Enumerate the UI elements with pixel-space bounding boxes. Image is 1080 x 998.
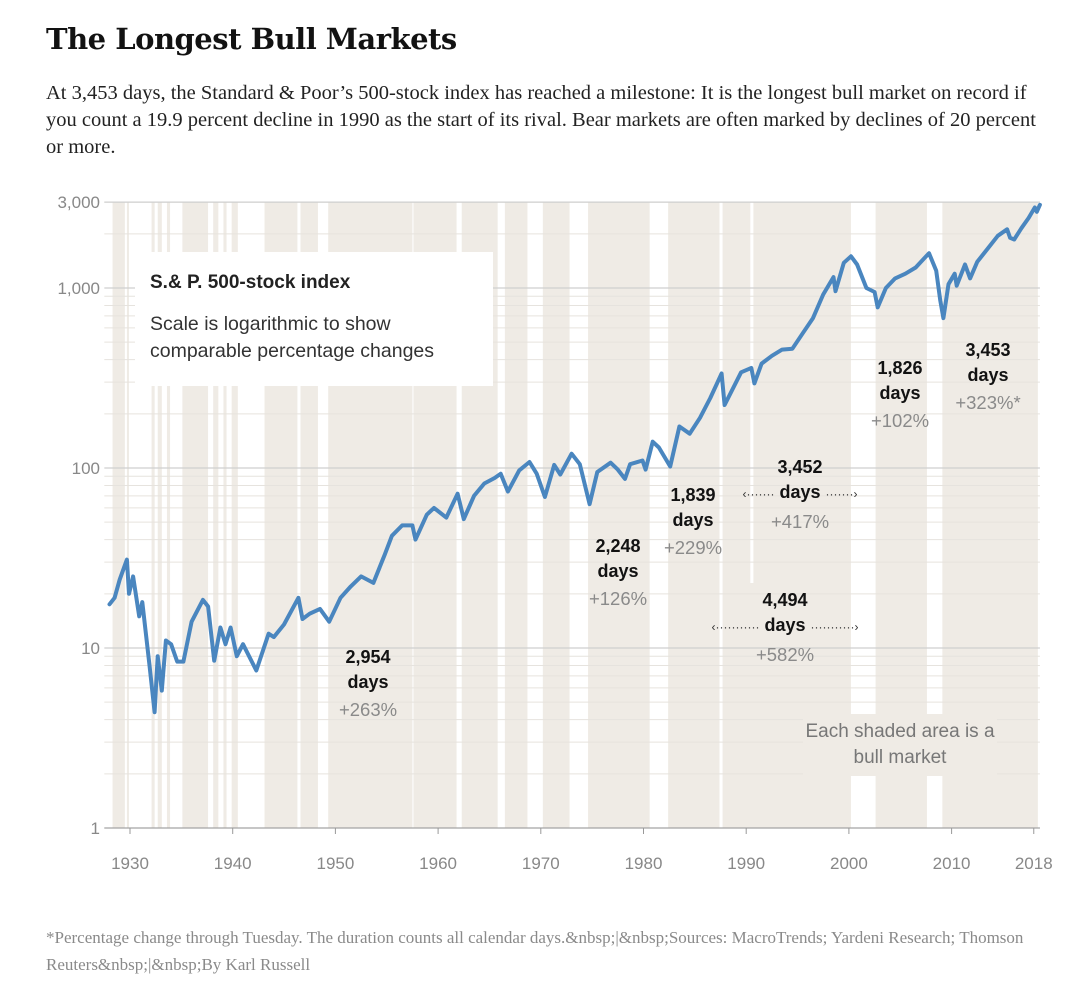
annotation-days-unit: days (967, 365, 1009, 385)
right-arrow-icon: ·······› (825, 487, 858, 501)
bull-market-band (213, 202, 219, 829)
annotation-days-count: 1,826 (877, 358, 923, 378)
chart-title: The Longest Bull Markets (46, 22, 457, 56)
y-tick-label: 10 (81, 639, 100, 658)
annotation-days-count: 2,954 (345, 647, 391, 667)
bull-market-band (588, 202, 650, 829)
annotation-days-count: 2,248 (595, 536, 641, 556)
y-tick-label: 1,000 (57, 279, 100, 298)
bull-market-band (151, 202, 155, 829)
bull-market-band (749, 583, 755, 828)
annotation-1974: 2,248 days +126% (589, 534, 647, 613)
annotation-1949: 2,954 days +263% (339, 645, 397, 724)
annotation-change: +126% (588, 588, 648, 609)
x-tick-label: 1930 (111, 854, 149, 873)
y-tick-label: 3,000 (57, 193, 100, 212)
annotation-days-unit: days (779, 482, 821, 502)
annotation-days-unit: days (764, 615, 806, 635)
annotation-1990: 3,452 ‹······· days ·······› +417% (743, 455, 858, 536)
bull-market-band (157, 202, 162, 829)
annotation-change: +323%* (955, 392, 1021, 413)
annotation-days-count: 4,494 (762, 590, 808, 610)
legend-box: S.& P. 500-stock index Scale is logarith… (135, 252, 493, 386)
left-arrow-icon: ‹······· (742, 487, 775, 501)
annotation-days-unit: days (597, 561, 639, 581)
x-tick-label: 2010 (933, 854, 971, 873)
y-tick-label: 1 (91, 819, 100, 838)
bull-market-band (668, 202, 720, 829)
annotation-days-count: 3,453 (965, 340, 1011, 360)
annotation-days-unit: days (347, 672, 389, 692)
bull-market-band (231, 202, 238, 829)
annotation-change: +263% (338, 699, 398, 720)
footnote: *Percentage change through Tuesday. The … (46, 928, 1024, 974)
annotation-days-row: ‹··········· days ···········› (712, 613, 859, 640)
annotation-1987: 4,494 ‹··········· days ···········› +58… (712, 588, 859, 669)
annotation-days-count: 1,839 (670, 485, 716, 505)
annotation-2002: 1,826 days +102% (871, 356, 929, 435)
shaded-area-note: Each shaded area is a bull market (803, 714, 997, 776)
bull-market-band (112, 202, 125, 829)
annotation-2009: 3,453 days +323%* (955, 338, 1020, 417)
legend-title: S.& P. 500-stock index (150, 272, 351, 293)
bull-market-band (542, 202, 570, 829)
x-tick-label: 2018 (1015, 854, 1053, 873)
right-arrow-icon: ···········› (810, 620, 859, 634)
x-tick-label: 1960 (419, 854, 457, 873)
x-tick-label: 1950 (316, 854, 354, 873)
y-tick-label: 100 (72, 459, 100, 478)
annotation-change: +229% (663, 537, 723, 558)
annotation-days-row: ‹······· days ·······› (743, 480, 858, 507)
chart-subtitle: At 3,453 days, the Standard & Poor’s 500… (46, 82, 1036, 158)
annotation-days-unit: days (672, 510, 714, 530)
annotation-change: +417% (770, 511, 830, 532)
annotation-1982: 1,839 days +229% (664, 483, 722, 562)
bull-market-band (126, 202, 129, 829)
annotation-change: +582% (755, 644, 815, 665)
bull-market-band (722, 202, 751, 829)
x-tick-label: 1980 (625, 854, 663, 873)
x-tick-label: 2000 (830, 854, 868, 873)
bull-market-band (223, 202, 227, 829)
annotation-days-unit: days (879, 383, 921, 403)
x-tick-label: 1970 (522, 854, 560, 873)
x-tick-label: 1940 (214, 854, 252, 873)
legend-description: Scale is logarithmic to show comparable … (150, 313, 435, 362)
annotation-change: +102% (870, 410, 930, 431)
x-tick-label: 1990 (727, 854, 765, 873)
left-arrow-icon: ‹··········· (711, 620, 760, 634)
sp500-line (107, 202, 1042, 715)
annotation-days-count: 3,452 (777, 457, 823, 477)
bull-market-band (166, 202, 171, 829)
bull-market-band (504, 202, 528, 829)
